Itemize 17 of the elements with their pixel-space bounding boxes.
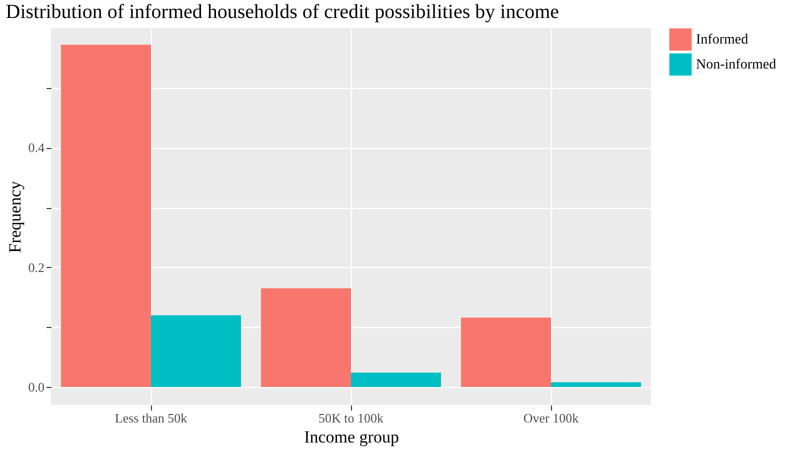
bar bbox=[261, 288, 351, 388]
x-axis-title: Income group bbox=[304, 428, 399, 446]
bar bbox=[151, 315, 241, 388]
legend-label: Non-informed bbox=[696, 58, 776, 72]
y-tick-label: 0.2 bbox=[28, 260, 44, 275]
bar bbox=[61, 44, 151, 388]
x-tick-label: Over 100k bbox=[523, 410, 580, 426]
y-tick-label: 0.0 bbox=[28, 380, 44, 395]
y-tick-label: 0.4 bbox=[28, 140, 45, 156]
bar bbox=[551, 382, 641, 388]
y-axis-title: Frequency bbox=[5, 180, 24, 253]
bar bbox=[351, 372, 441, 388]
legend-label: Informed bbox=[696, 32, 748, 48]
x-tick-label: Less than 50k bbox=[114, 410, 188, 426]
chart-title: Distribution of informed households of credit possibilities by income bbox=[6, 1, 560, 23]
x-tick-label: 50K to 100k bbox=[318, 410, 384, 426]
bar bbox=[461, 318, 551, 388]
